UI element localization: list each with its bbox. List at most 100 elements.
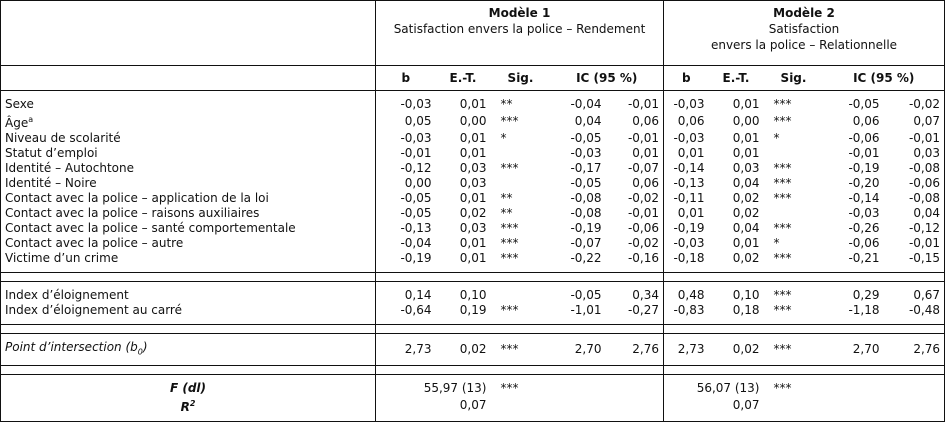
table-row: Index d’éloignement 0,14 0,10 -0,05 0,34 0,48… <box>0 281 945 303</box>
m2-b-cell: -0,13 <box>673 176 705 190</box>
m2-sig-cell: *** <box>773 303 792 317</box>
m2-b-cell: -0,19 <box>673 221 705 235</box>
m2-sig-cell <box>764 206 824 221</box>
row-label-text: Contact avec la police – autre <box>5 236 184 250</box>
r2-label: R2 <box>0 396 376 422</box>
row-label-text: Victime d’un crime <box>5 251 119 265</box>
r2-label-superscript: 2 <box>189 399 196 409</box>
m1-ci-high-cell: -0,01 <box>605 90 664 112</box>
m1-sig-cell: *** <box>500 236 519 250</box>
m1-ci-high-cell: 0,06 <box>605 112 664 131</box>
intercept-row: Point d’intersection (b0) 2,73 0,02 *** 2,70… <box>0 333 945 366</box>
m2-ci-low-cell: -0,06 <box>848 131 880 145</box>
row-label-text: Niveau de scolarité <box>5 131 121 145</box>
m2-f-sig: *** <box>773 381 792 396</box>
row-label: Contact avec la police – santé comportem… <box>0 221 376 236</box>
spacer-cell <box>0 272 376 282</box>
spacer-cell <box>375 365 664 376</box>
m1-sig-cell: *** <box>500 251 519 265</box>
m1-ci-low-cell: -0,05 <box>570 288 602 302</box>
table-row: Statut d’emploi -0,01 0,01 -0,03 0,01 0,01 0,0… <box>0 146 945 161</box>
m2-se-cell: 0,03 <box>732 161 760 175</box>
m2-col-ci: IC (95 %) <box>823 65 945 91</box>
m1-ci-low-cell: -0,03 <box>570 146 602 160</box>
m1-sig-cell <box>491 146 551 161</box>
m2-sig-cell: *** <box>773 97 792 111</box>
m2-ci-low-cell: -0,14 <box>848 191 880 205</box>
m2-ci-low-cell: -0,21 <box>848 251 880 265</box>
intercept-label-subscript: 0 <box>137 347 143 357</box>
m2-ci-high-cell: -0,08 <box>908 161 941 175</box>
m2-se-cell: 0,01 <box>732 146 760 160</box>
m2-sig-cell: *** <box>773 191 792 205</box>
m1-ci-high-cell: -0,07 <box>605 161 664 176</box>
m2-ci-high-cell: -0,08 <box>908 191 941 205</box>
m1-sig-cell: *** <box>500 114 519 128</box>
table-row: Index d’éloignement au carré -0,64 0,19 ***… <box>0 303 945 325</box>
m1-se-cell: 0,19 <box>459 303 487 317</box>
m2-se-cell: 0,02 <box>732 251 760 265</box>
model-header-row: Modèle 1 Satisfaction envers la police –… <box>0 0 945 66</box>
model-1-header: Modèle 1 Satisfaction envers la police –… <box>375 0 664 66</box>
m1-r2-empty <box>490 396 664 422</box>
m2-b-cell: -0,03 <box>673 236 705 250</box>
table-row: Niveau de scolarité -0,03 0,01 * -0,05 -0,01-… <box>0 131 945 146</box>
m1-se-cell: 0,01 <box>459 251 487 265</box>
m1-ci-low-cell: -0,04 <box>570 97 602 111</box>
m2-se-cell: 0,02 <box>732 191 760 205</box>
m1-ci-high-cell: -0,06 <box>605 221 664 236</box>
table-row: Contact avec la police – santé comportem… <box>0 221 945 236</box>
row-label: Contact avec la police – raisons auxilia… <box>0 206 376 221</box>
table-row: Identité – Noire 0,00 0,03 -0,05 0,06 -0,13 0,… <box>0 176 945 191</box>
m1-se-cell: 0,10 <box>459 288 487 302</box>
table-row: Identité – Autochtone -0,12 0,03 *** -0,17 -0… <box>0 161 945 176</box>
model-2-subtitle-line-2: envers la police – Relationnelle <box>710 38 898 52</box>
m1-b-cell: -0,64 <box>400 303 432 317</box>
m1-col-ci: IC (95 %) <box>550 65 664 91</box>
m1-col-se: E.-T. <box>435 65 491 91</box>
m2-ci-high-cell: -0,02 <box>908 97 941 111</box>
m2-se-cell: 0,04 <box>732 221 760 235</box>
m1-ci-low-cell: -0,08 <box>570 191 602 205</box>
m2-ci-low-cell: -1,18 <box>848 303 880 317</box>
m2-b-cell: 0,48 <box>677 288 705 302</box>
row-label-text: Index d’éloignement <box>5 288 129 302</box>
m2-f-empty <box>824 375 945 397</box>
m1-ci-high-cell: -0,27 <box>605 303 664 325</box>
spacer-cell <box>375 272 664 282</box>
m2-ci-high-cell: 0,67 <box>913 288 941 302</box>
m2-se-cell: 0,02 <box>732 206 760 220</box>
m1-se-cell: 0,00 <box>459 114 487 128</box>
m2-ci-low-cell: -0,06 <box>848 236 880 250</box>
m2-se-cell: 0,01 <box>732 131 760 145</box>
m1-sig-cell <box>491 176 551 191</box>
m1-ci-low-cell: -0,19 <box>570 221 602 235</box>
row-label-superscript: a <box>28 115 34 124</box>
row-label-text: Contact avec la police – santé comportem… <box>5 221 296 235</box>
m2-b-cell: -0,03 <box>673 131 705 145</box>
m1-sig-cell: ** <box>500 206 513 220</box>
m1-r2-value: 0,07 <box>459 398 487 413</box>
m2-sig-cell: * <box>773 131 780 145</box>
m2-se-cell: 0,00 <box>732 114 760 128</box>
row-label-text: Statut d’emploi <box>5 146 98 160</box>
intercept-m2-sig: *** <box>773 342 792 357</box>
m1-b-cell: -0,01 <box>400 146 432 160</box>
m1-b-cell: -0,03 <box>400 131 432 145</box>
m2-ci-low-cell: -0,01 <box>848 146 880 160</box>
m1-ci-low-cell: -0,07 <box>570 236 602 250</box>
m1-se-cell: 0,02 <box>459 206 487 220</box>
m1-ci-low-cell: -0,22 <box>570 251 602 265</box>
m1-se-cell: 0,01 <box>459 97 487 111</box>
m2-se-cell: 0,04 <box>732 176 760 190</box>
model-2-subtitle-line-1: Satisfaction <box>768 22 840 36</box>
m2-ci-high-cell: 0,03 <box>913 146 941 160</box>
row-label-text: Âge <box>5 116 29 130</box>
row-label-text: Identité – Noire <box>5 176 97 190</box>
m1-ci-high-cell: -0,16 <box>605 251 664 273</box>
m1-f-sig: *** <box>500 381 519 396</box>
spacer-cell <box>663 272 945 282</box>
intercept-m1-b: 2,73 <box>404 342 432 357</box>
f-stat-row: F (dl) 55,97 (13) *** 56,07 (13) *** <box>0 374 945 397</box>
